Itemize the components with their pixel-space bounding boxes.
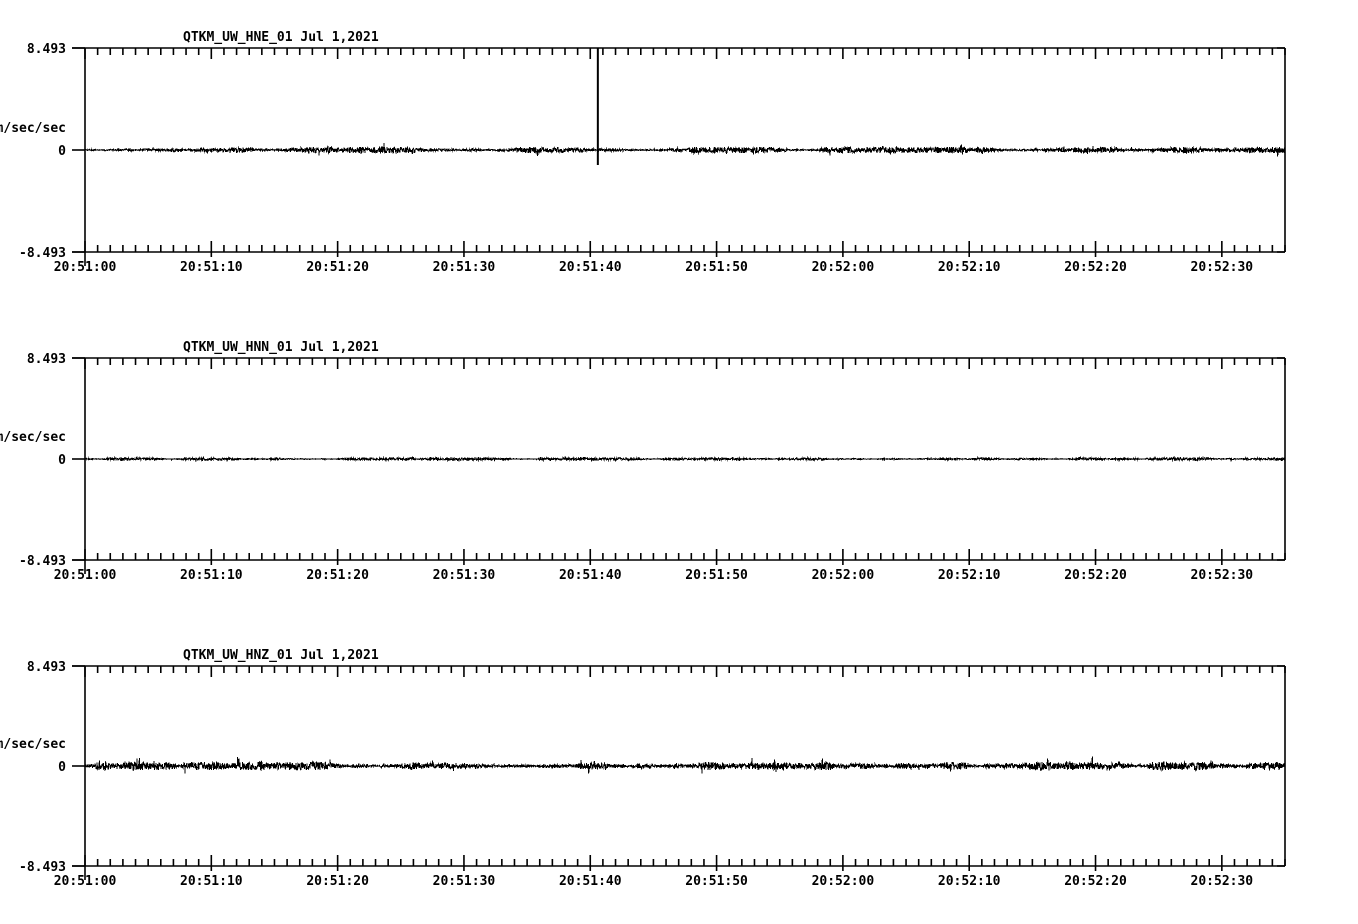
x-tick-label: 20:51:30 xyxy=(433,568,496,583)
x-tick-label: 20:51:20 xyxy=(306,568,369,583)
x-tick-label: 20:51:40 xyxy=(559,260,622,275)
panel-title: QTKM_UW_HNZ_01 Jul 1,2021 xyxy=(183,648,379,663)
y-axis-ticks xyxy=(72,47,1285,253)
y-tick-label: -8.493 xyxy=(19,554,66,569)
y-tick-label: 8.493 xyxy=(27,42,66,57)
x-tick-label: 20:52:10 xyxy=(938,568,1001,583)
waveform-trace xyxy=(84,455,1286,463)
y-axis-ticks xyxy=(72,357,1285,561)
x-tick-label: 20:51:40 xyxy=(559,568,622,583)
x-tick-label: 20:51:30 xyxy=(433,874,496,889)
x-tick-label: 20:51:40 xyxy=(559,874,622,889)
panel-title: QTKM_UW_HNE_01 Jul 1,2021 xyxy=(183,30,379,45)
y-tick-label: -8.493 xyxy=(19,860,66,875)
x-tick-label: 20:52:20 xyxy=(1064,874,1127,889)
x-axis-ticks xyxy=(84,358,1286,565)
waveform-trace xyxy=(84,142,1286,157)
y-tick-label: 8.493 xyxy=(27,352,66,367)
y-axis-unit-label: cm/sec/sec xyxy=(0,121,66,136)
x-tick-label: 20:52:30 xyxy=(1191,568,1254,583)
x-tick-label: 20:51:50 xyxy=(685,874,748,889)
x-tick-label: 20:51:00 xyxy=(54,874,117,889)
x-tick-label: 20:52:00 xyxy=(812,568,875,583)
plot-frame xyxy=(72,47,1286,266)
panel-title: QTKM_UW_HNN_01 Jul 1,2021 xyxy=(183,340,379,355)
waveform-trace xyxy=(84,756,1286,774)
x-tick-label: 20:52:30 xyxy=(1191,260,1254,275)
x-tick-label: 20:52:20 xyxy=(1064,260,1127,275)
plot-frame xyxy=(72,357,1286,574)
x-tick-label: 20:51:00 xyxy=(54,568,117,583)
x-tick-label: 20:51:10 xyxy=(180,568,243,583)
y-tick-label: 8.493 xyxy=(27,660,66,675)
x-tick-label: 20:51:50 xyxy=(685,260,748,275)
y-axis-unit-label: cm/sec/sec xyxy=(0,737,66,752)
x-tick-label: 20:51:30 xyxy=(433,260,496,275)
x-tick-label: 20:51:20 xyxy=(306,260,369,275)
y-tick-label: 0 xyxy=(58,144,66,159)
plot-frame xyxy=(72,665,1286,880)
x-axis-ticks xyxy=(84,48,1286,257)
y-tick-label: 0 xyxy=(58,760,66,775)
x-tick-label: 20:52:00 xyxy=(812,874,875,889)
x-tick-label: 20:52:10 xyxy=(938,874,1001,889)
y-tick-label: -8.493 xyxy=(19,246,66,261)
x-tick-label: 20:51:00 xyxy=(54,260,117,275)
x-tick-label: 20:51:50 xyxy=(685,568,748,583)
x-tick-label: 20:52:20 xyxy=(1064,568,1127,583)
x-tick-label: 20:51:20 xyxy=(306,874,369,889)
x-tick-label: 20:52:10 xyxy=(938,260,1001,275)
x-axis-ticks xyxy=(84,666,1286,871)
y-tick-label: 0 xyxy=(58,453,66,468)
x-tick-label: 20:51:10 xyxy=(180,260,243,275)
x-tick-label: 20:51:10 xyxy=(180,874,243,889)
x-tick-label: 20:52:00 xyxy=(812,260,875,275)
y-axis-ticks xyxy=(72,665,1285,867)
y-axis-unit-label: cm/sec/sec xyxy=(0,430,66,445)
x-tick-label: 20:52:30 xyxy=(1191,874,1254,889)
